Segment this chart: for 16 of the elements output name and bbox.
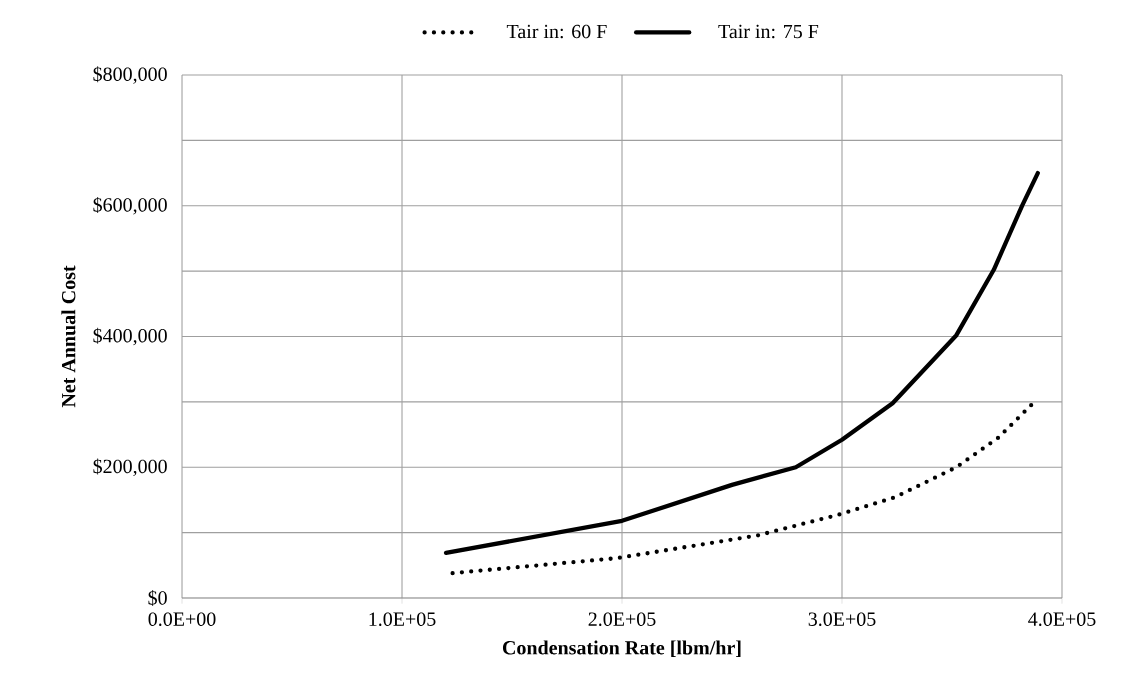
x-axis-title: Condensation Rate [lbm/hr] (502, 640, 741, 658)
x-tick-label: 3.0E+05 (808, 612, 876, 626)
y-tick-label: $800,000 (93, 66, 167, 84)
x-tick-label: 1.0E+05 (369, 612, 436, 626)
line-series (450, 402, 1034, 576)
x-tick-label: 0.0E+00 (148, 612, 216, 626)
y-tick-label: $200,000 (93, 458, 167, 477)
x-tick-label: 4.0E+05 (1028, 612, 1096, 626)
x-tick-label: 2.0E+05 (588, 612, 656, 626)
legend-label: Tair in: 60 F (506, 24, 607, 39)
legend-label: Tair in: 75 F (718, 24, 819, 39)
y-tick-label: $600,000 (93, 196, 167, 215)
y-axis-title: Net Annual Cost (61, 265, 76, 408)
y-tick-label: $400,000 (93, 327, 167, 346)
line-series (443, 170, 1040, 556)
y-tick-label: $0 (148, 590, 167, 606)
